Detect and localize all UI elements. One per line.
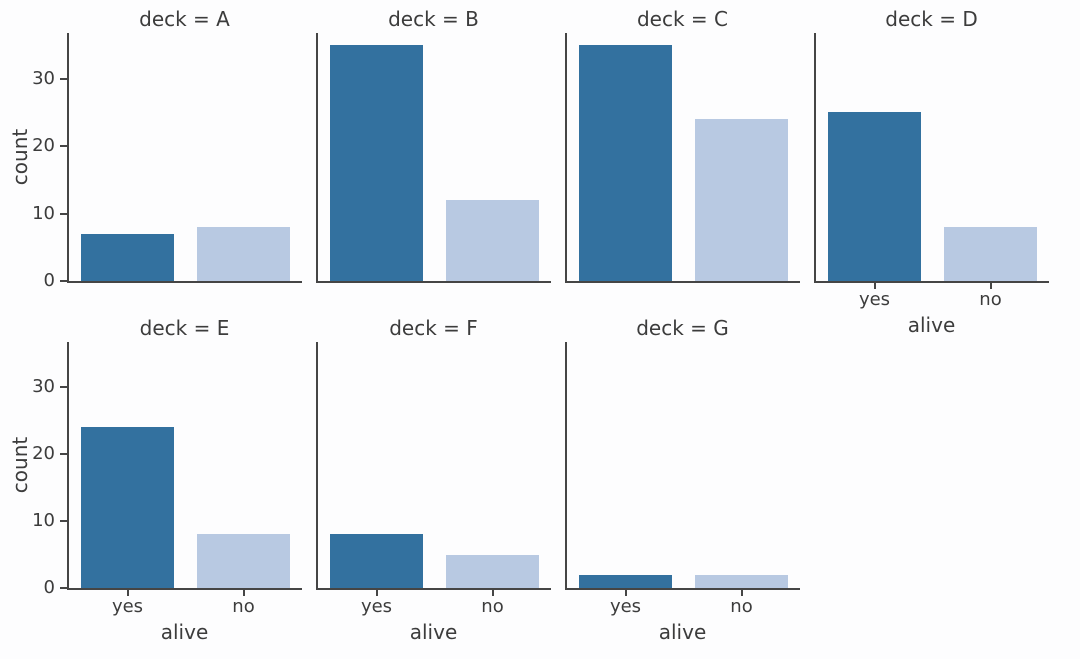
x-axis-label: alive: [409, 620, 458, 644]
bar-alive-yes: [579, 575, 672, 588]
x-tick-mark: [375, 590, 378, 596]
y-tick-mark: [60, 78, 67, 80]
x-tick-label-yes: yes: [609, 596, 642, 617]
x-tick-label-no: no: [232, 596, 255, 617]
y-axis-spine: [565, 342, 567, 590]
bar-alive-no: [446, 555, 539, 588]
facet-title: deck = A: [139, 7, 230, 31]
x-axis-spine: [316, 281, 551, 283]
y-tick-label: 10: [32, 203, 55, 224]
x-tick-mark: [989, 283, 992, 289]
x-axis-label: alive: [907, 313, 956, 337]
y-tick-mark: [60, 453, 67, 455]
y-tick-label: 20: [32, 443, 55, 464]
facet-title: deck = E: [139, 316, 230, 340]
y-tick-label: 30: [32, 376, 55, 397]
y-tick-mark: [60, 213, 67, 215]
y-axis-spine: [814, 33, 816, 283]
y-tick-mark: [60, 386, 67, 388]
y-tick-mark: [60, 280, 67, 282]
y-axis-spine: [67, 342, 69, 590]
y-axis-spine: [316, 342, 318, 590]
y-tick-mark: [60, 520, 67, 522]
x-tick-mark: [740, 590, 743, 596]
x-tick-mark: [126, 590, 129, 596]
bar-alive-no: [197, 534, 290, 588]
x-tick-label-yes: yes: [360, 596, 393, 617]
x-tick-label-yes: yes: [858, 289, 891, 310]
x-axis-spine: [814, 281, 1049, 283]
bar-alive-yes: [330, 534, 423, 588]
y-axis-label: count: [8, 436, 32, 494]
bar-alive-yes: [81, 234, 174, 281]
y-tick-mark: [60, 145, 67, 147]
y-tick-label: 10: [32, 510, 55, 531]
facet-title: deck = B: [388, 7, 479, 31]
y-tick-label: 20: [32, 135, 55, 156]
x-tick-label-no: no: [730, 596, 753, 617]
y-axis-label: count: [8, 128, 32, 186]
x-axis-spine: [565, 281, 800, 283]
x-tick-label-yes: yes: [111, 596, 144, 617]
bar-alive-yes: [828, 112, 921, 281]
facet-title: deck = G: [636, 316, 729, 340]
y-tick-label: 0: [43, 270, 55, 291]
bar-alive-no: [695, 575, 788, 588]
bar-alive-no: [695, 119, 788, 281]
x-axis-label: alive: [658, 620, 707, 644]
bar-alive-yes: [81, 427, 174, 588]
bar-alive-yes: [330, 45, 423, 281]
bar-alive-no: [944, 227, 1037, 281]
x-axis-spine: [565, 588, 800, 590]
bar-alive-yes: [579, 45, 672, 281]
x-axis-label: alive: [160, 620, 209, 644]
x-tick-label-no: no: [481, 596, 504, 617]
x-tick-mark: [873, 283, 876, 289]
x-axis-spine: [67, 281, 302, 283]
x-tick-label-no: no: [979, 289, 1002, 310]
bar-alive-no: [197, 227, 290, 281]
y-tick-label: 0: [43, 577, 55, 598]
y-axis-spine: [316, 33, 318, 283]
x-tick-mark: [242, 590, 245, 596]
facet-title: deck = C: [636, 7, 728, 31]
bar-alive-no: [446, 200, 539, 281]
y-axis-spine: [565, 33, 567, 283]
facet-title: deck = D: [885, 7, 978, 31]
x-tick-mark: [491, 590, 494, 596]
x-tick-mark: [624, 590, 627, 596]
facet-title: deck = F: [389, 316, 478, 340]
y-tick-label: 30: [32, 68, 55, 89]
y-axis-spine: [67, 33, 69, 283]
y-tick-mark: [60, 587, 67, 589]
x-axis-spine: [67, 588, 302, 590]
x-axis-spine: [316, 588, 551, 590]
